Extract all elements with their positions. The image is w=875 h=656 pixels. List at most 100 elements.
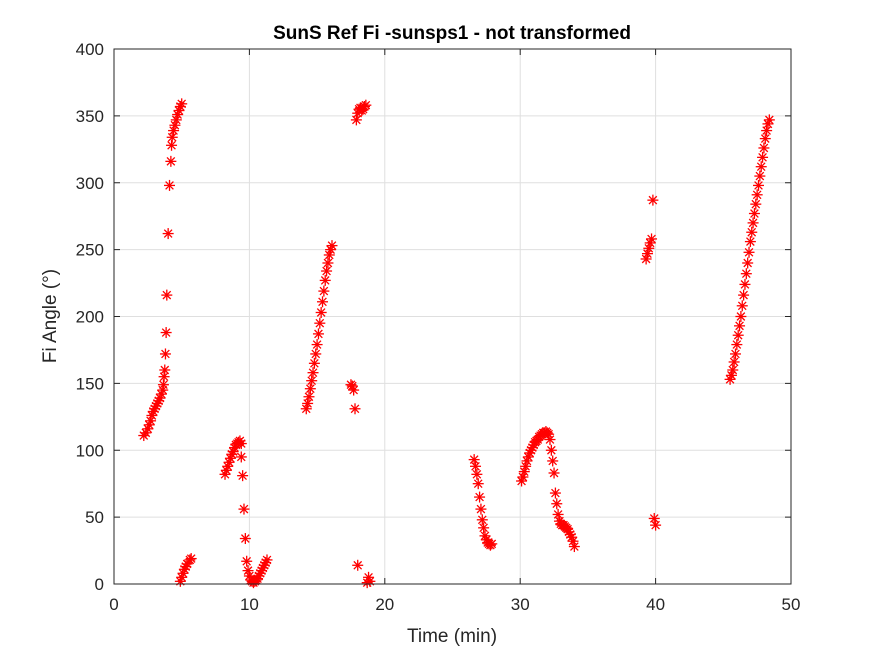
- data-point: [166, 131, 178, 143]
- data-point: [743, 246, 755, 258]
- data-point: [157, 379, 169, 391]
- data-point: [739, 278, 751, 290]
- y-tick-label: 350: [76, 107, 104, 126]
- data-point: [318, 285, 330, 297]
- data-point: [352, 559, 364, 571]
- data-point: [478, 522, 490, 534]
- data-point: [308, 357, 320, 369]
- data-point: [545, 444, 557, 456]
- data-point: [544, 434, 556, 446]
- data-point: [310, 348, 322, 360]
- data-point: [364, 575, 376, 587]
- data-point: [302, 397, 314, 409]
- data-point: [740, 268, 752, 280]
- y-tick-label: 200: [76, 308, 104, 327]
- data-point: [350, 114, 362, 126]
- data-point: [744, 236, 756, 248]
- data-point: [732, 329, 744, 341]
- x-tick-labels: 0 10 20 30 40 50: [109, 595, 800, 614]
- data-point: [315, 306, 327, 318]
- x-tick-label: 30: [511, 595, 530, 614]
- data-point: [145, 415, 157, 427]
- y-tick-label: 50: [85, 508, 104, 527]
- data-point: [763, 114, 775, 126]
- chart-title: SunS Ref Fi -sunsps1 - not transformed: [273, 23, 631, 44]
- data-point: [322, 257, 334, 269]
- data-point: [300, 403, 312, 415]
- x-tick-label: 50: [782, 595, 801, 614]
- data-point: [551, 498, 563, 510]
- data-point: [728, 356, 740, 368]
- x-tick-label: 20: [375, 595, 394, 614]
- data-point: [761, 125, 773, 137]
- data-point: [311, 339, 323, 351]
- y-axis-label: Fi Angle (°): [40, 269, 61, 363]
- data-point: [319, 274, 331, 286]
- data-point: [169, 119, 181, 131]
- y-tick-label: 0: [95, 575, 104, 594]
- data-point: [568, 541, 580, 553]
- data-point: [306, 375, 318, 387]
- data-point: [241, 555, 253, 567]
- data-point: [474, 491, 486, 503]
- y-tick-label: 400: [76, 40, 104, 59]
- data-point: [650, 519, 662, 531]
- data-point: [166, 139, 178, 151]
- data-point: [162, 228, 174, 240]
- data-point: [735, 311, 747, 322]
- data-point: [731, 339, 743, 351]
- data-point: [348, 384, 360, 396]
- data-point: [486, 538, 498, 550]
- data-point: [647, 194, 659, 206]
- data-point: [360, 99, 372, 111]
- data-point: [547, 455, 559, 467]
- data-point: [185, 553, 197, 565]
- data-point: [321, 265, 333, 277]
- data-point: [734, 320, 746, 332]
- data-point: [161, 289, 173, 301]
- data-point: [738, 289, 750, 301]
- data-point: [753, 179, 765, 191]
- data-point: [476, 514, 488, 526]
- data-point: [314, 317, 326, 329]
- data-point: [312, 328, 324, 340]
- data-point: [165, 155, 177, 167]
- y-tick-label: 150: [76, 374, 104, 393]
- data-point: [261, 554, 273, 566]
- data-point: [238, 503, 250, 515]
- data-point: [472, 478, 484, 490]
- data-point: [751, 189, 763, 201]
- data-point: [239, 533, 251, 545]
- data-point: [164, 179, 176, 191]
- data-point: [757, 151, 769, 163]
- data-point: [758, 142, 770, 154]
- y-tick-label: 100: [76, 441, 104, 460]
- data-point: [475, 503, 487, 515]
- data-point: [742, 257, 754, 269]
- data-point: [237, 470, 249, 482]
- data-point: [548, 467, 560, 479]
- data-point: [552, 508, 564, 520]
- data-point: [176, 98, 188, 110]
- data-point: [750, 198, 762, 210]
- x-axis-label: Time (min): [407, 626, 497, 647]
- data-point: [349, 403, 361, 415]
- data-point: [748, 208, 760, 220]
- data-point: [549, 487, 561, 499]
- data-point: [646, 233, 658, 245]
- x-tick-label: 10: [240, 595, 259, 614]
- data-point: [323, 249, 335, 261]
- y-tick-labels: 0 50 100 150 200 250 300 350 400: [76, 40, 104, 594]
- data-point: [471, 468, 483, 480]
- data-point: [222, 460, 234, 472]
- data-point: [160, 327, 172, 339]
- data-point: [729, 348, 741, 360]
- data-point: [317, 296, 329, 308]
- data-point: [304, 383, 316, 395]
- data-point: [727, 364, 739, 376]
- y-tick-label: 250: [76, 241, 104, 260]
- data-point: [754, 170, 766, 182]
- data-series: [138, 98, 775, 589]
- data-point: [168, 125, 180, 137]
- grid-lines: [114, 49, 791, 584]
